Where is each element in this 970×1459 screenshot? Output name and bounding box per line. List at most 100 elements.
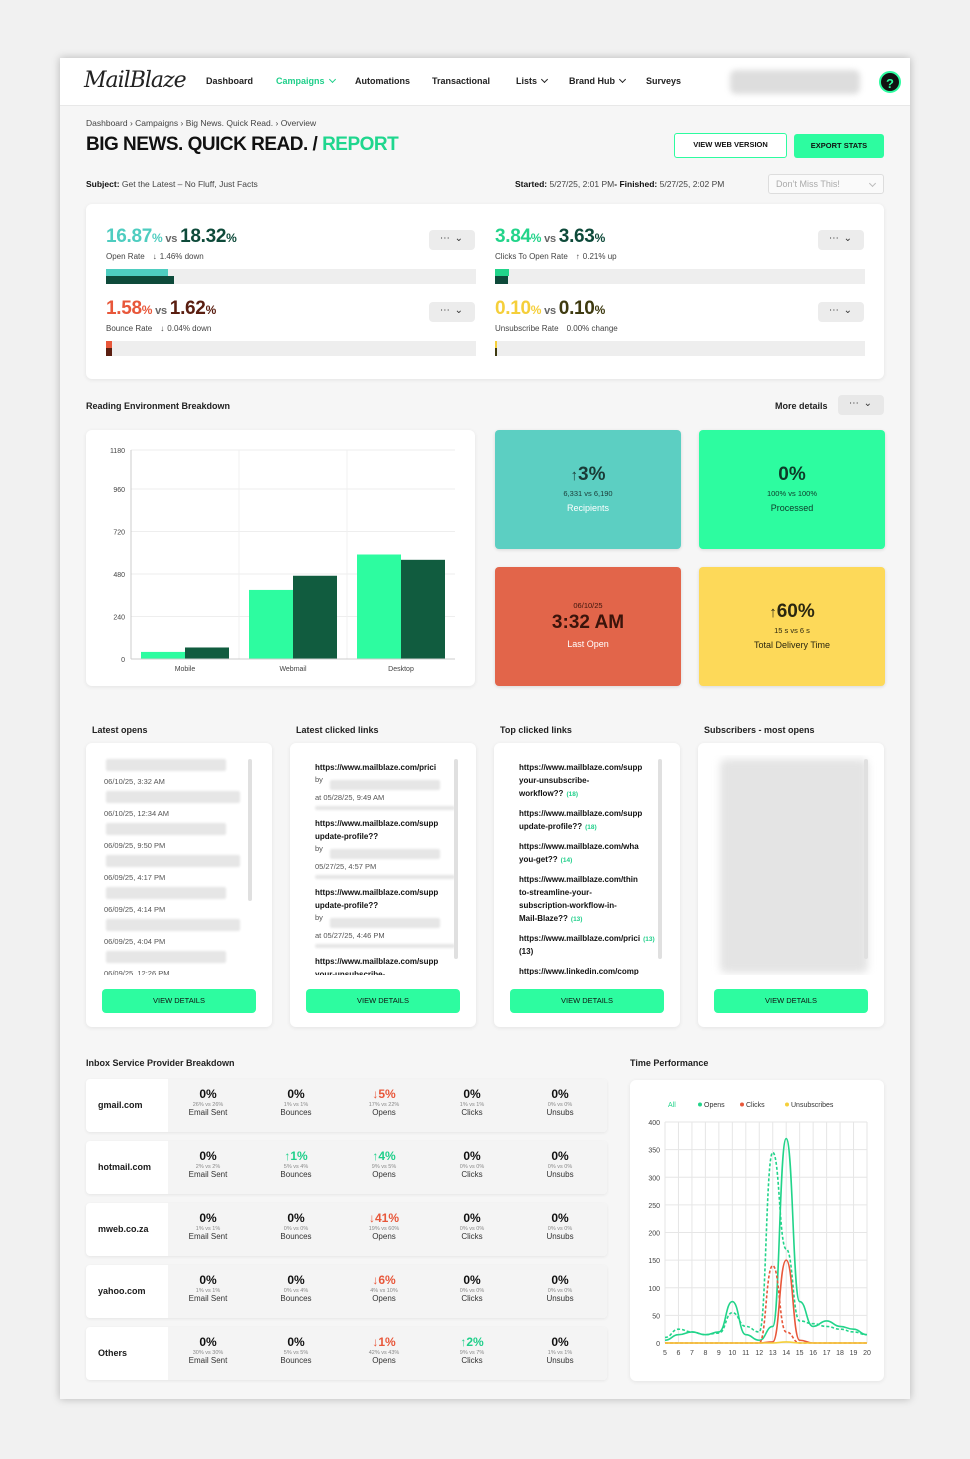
- view-details-button[interactable]: VIEW DETAILS: [102, 989, 256, 1013]
- tile-value-text: 60%: [776, 601, 815, 622]
- list-scroll-area[interactable]: 06/10/25, 3:32 AM 06/10/25, 12:34 AM 06/09…: [86, 755, 272, 975]
- isp-comparison: 1% vs 1%: [459, 1102, 485, 1108]
- y-tick-label: 100: [648, 1286, 660, 1293]
- clicked-link-url-cont[interactable]: update-profile??: [315, 832, 379, 841]
- nav-brand-hub[interactable]: Brand Hub: [569, 75, 627, 86]
- list-scrollbar[interactable]: [864, 759, 868, 959]
- stat-menu-button-2[interactable]: ⋯ ⌄: [429, 302, 475, 322]
- user-account-menu[interactable]: [730, 70, 860, 94]
- view-details-button[interactable]: VIEW DETAILS: [714, 989, 868, 1013]
- nav-surveys[interactable]: Surveys: [646, 76, 682, 86]
- view-details-button[interactable]: VIEW DETAILS: [306, 989, 460, 1013]
- isp-percent-value: 0%: [551, 1149, 569, 1163]
- more-details-menu-button[interactable]: ⋯ ⌄: [838, 395, 884, 415]
- isp-percent-value: 0%: [551, 1087, 569, 1101]
- clicked-by: by: [315, 775, 323, 784]
- isp-percent-value: 0%: [551, 1273, 569, 1287]
- breadcrumb-campaigns[interactable]: Campaigns: [135, 118, 179, 128]
- list-scroll-area[interactable]: [698, 755, 884, 975]
- top-link-url[interactable]: update-profile?? (18): [519, 820, 659, 834]
- y-tick-label: 150: [648, 1258, 660, 1265]
- nav-campaigns[interactable]: Campaigns: [276, 75, 336, 86]
- stat-current: 3.84: [495, 226, 531, 247]
- clicked-link-url[interactable]: https://www.mailblaze.com/prici: [315, 763, 437, 772]
- x-tick-label: 17: [823, 1350, 831, 1357]
- chevron-down-icon: [618, 75, 627, 84]
- isp-metric-label: Opens: [372, 1356, 396, 1365]
- logo[interactable]: MailBlaze: [84, 68, 187, 93]
- list-scroll-area[interactable]: https://www.mailblaze.com/supp your-unsub…: [494, 755, 680, 975]
- top-link-url[interactable]: workflow?? (18): [519, 787, 659, 801]
- list-scroll-area[interactable]: https://www.mailblaze.com/prici by at 05/2…: [290, 755, 476, 975]
- top-link-url[interactable]: https://www.mailblaze.com/prici (13): [519, 932, 659, 946]
- isp-metrics: 0% 2% vs 2% Email Sent ↑1% 5% vs 4% Bounces ↑4…: [168, 1141, 607, 1194]
- stat-menu-button-1[interactable]: ⋯ ⌄: [818, 230, 864, 250]
- top-link-text: https://www.mailblaze.com/supp: [519, 763, 643, 772]
- nav-lists[interactable]: Lists: [516, 75, 549, 86]
- export-stats-button[interactable]: EXPORT STATS: [794, 134, 884, 158]
- stat-menu-button-0[interactable]: ⋯ ⌄: [429, 230, 475, 250]
- isp-percent: ↑4%: [349, 1149, 419, 1163]
- isp-cell-email-sent: 0% 1% vs 1% Email Sent: [173, 1211, 243, 1241]
- breadcrumb-dashboard[interactable]: Dashboard: [86, 118, 128, 128]
- top-link-url[interactable]: subscription-workflow-in-: [519, 899, 659, 912]
- clicked-link-url-cont[interactable]: your-unsubscribe-: [315, 970, 386, 975]
- x-tick-label: 8: [703, 1350, 707, 1357]
- top-link-url[interactable]: your-unsubscribe-: [519, 774, 659, 787]
- isp-metric-label: Bounces: [280, 1108, 312, 1117]
- isp-cell-unsubs: 0% 0% vs 0% Unsubs: [525, 1087, 595, 1117]
- blurred-email: [106, 759, 226, 771]
- bar-webmail-1: [293, 575, 337, 659]
- isp-percent: 0%: [437, 1273, 507, 1287]
- list-scrollbar[interactable]: [454, 759, 458, 959]
- isp-cell-unsubs: 0% 0% vs 0% Unsubs: [525, 1149, 595, 1179]
- tile-value: 3:32 AM: [495, 612, 681, 634]
- y-tick-label: 480: [113, 572, 125, 579]
- top-link-text: https://www.mailblaze.com/thin: [519, 875, 638, 884]
- clicked-link-url[interactable]: https://www.mailblaze.com/supp: [315, 819, 439, 828]
- clicked-link-url[interactable]: https://www.mailblaze.com/supp: [315, 888, 439, 897]
- progress-current: [495, 269, 510, 276]
- time-performance-chart: All Opens Clicks Unsubscribes 0 50 100 150 200 25…: [630, 1080, 884, 1381]
- breadcrumb-campaign[interactable]: Big News. Quick Read.: [185, 118, 274, 128]
- nav-automations[interactable]: Automations: [355, 76, 410, 86]
- top-link-url[interactable]: https://www.linkedin.com/comp: [519, 965, 659, 975]
- page-title: BIG NEWS. QUICK READ. / REPORT: [86, 134, 399, 156]
- isp-cell-clicks: 0% 0% vs 0% Clicks: [437, 1149, 507, 1179]
- top-link-url[interactable]: https://www.mailblaze.com/supp: [519, 807, 659, 820]
- isp-row-others: Others 0% 30% vs 30% Email Sent 0% 5% vs 5% Bo…: [86, 1327, 607, 1380]
- top-link-url[interactable]: https://www.mailblaze.com/thin: [519, 873, 659, 886]
- nav-transactional[interactable]: Transactional: [432, 76, 491, 86]
- top-link-url[interactable]: https://www.mailblaze.com/supp: [519, 761, 659, 774]
- top-link-url[interactable]: Mail-Blaze?? (13): [519, 912, 659, 926]
- top-link-text: subscription-workflow-in-: [519, 901, 617, 910]
- top-link-url[interactable]: to-streamline-your-: [519, 886, 659, 899]
- isp-cell-clicks: ↑2% 9% vs 7% Clicks: [437, 1335, 507, 1365]
- clicked-link-url-cont[interactable]: update-profile??: [315, 901, 379, 910]
- y-tick-label: 300: [648, 1175, 660, 1182]
- list-scrollbar[interactable]: [658, 759, 662, 959]
- stat-menu-button-3[interactable]: ⋯ ⌄: [818, 302, 864, 322]
- clicked-link-url[interactable]: https://www.mailblaze.com/supp: [315, 957, 439, 966]
- isp-percent-value: 0%: [287, 1211, 305, 1225]
- isp-percent: 0%: [525, 1273, 595, 1287]
- clicked-by: by: [315, 913, 323, 922]
- top-link-url[interactable]: you-get?? (14): [519, 853, 659, 867]
- stat-tile-processed: 0% 100% vs 100% Processed: [699, 430, 885, 549]
- stat-label: Bounce Rate: [106, 324, 153, 333]
- view-web-version-button[interactable]: VIEW WEB VERSION: [674, 133, 787, 158]
- list-scrollbar[interactable]: [248, 759, 252, 901]
- chevron-down-icon: [868, 179, 877, 188]
- stat-progress-1: [495, 269, 865, 284]
- blurred-email: [106, 823, 226, 835]
- y-tick-label: 720: [113, 529, 125, 536]
- stat-progress-0: [106, 269, 476, 284]
- nav-dashboard[interactable]: Dashboard: [206, 76, 254, 86]
- view-details-button[interactable]: VIEW DETAILS: [510, 989, 664, 1013]
- top-link-url[interactable]: https://www.mailblaze.com/wha: [519, 840, 659, 853]
- isp-comparison: 2% vs 2%: [195, 1164, 221, 1170]
- isp-percent-value: 0%: [463, 1211, 481, 1225]
- segment-select[interactable]: Don’t Miss This!: [768, 174, 884, 194]
- help-icon[interactable]: ?: [879, 71, 901, 93]
- isp-percent: 0%: [437, 1087, 507, 1101]
